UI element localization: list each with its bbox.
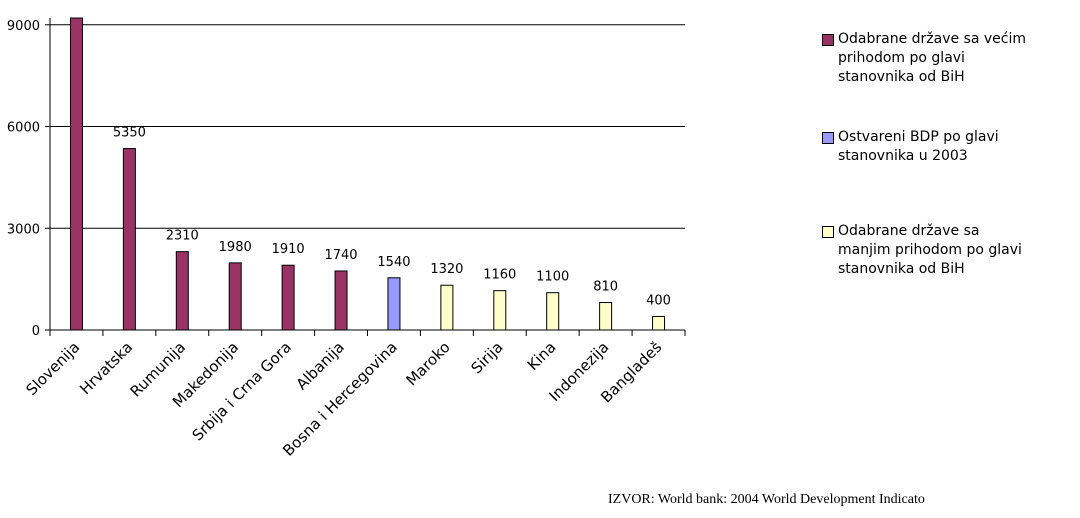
legend-item: Odabrane države sa većim prihodom po gla…: [822, 30, 1072, 87]
x-tick-label: Maroko: [402, 338, 453, 389]
bar: [175, 251, 189, 331]
bar: [228, 262, 242, 331]
bar: [599, 302, 613, 331]
y-tick-label: 0: [32, 324, 40, 339]
bar: [281, 264, 295, 331]
y-tick-label: 9000: [7, 19, 40, 34]
value-label: 400: [646, 293, 671, 308]
value-label: 1100: [536, 270, 569, 285]
x-tick-label: Kina: [524, 338, 560, 374]
y-tick-label: 3000: [7, 222, 40, 237]
x-tick-label: Albanija: [293, 338, 348, 393]
value-label: 1540: [377, 255, 410, 270]
bar: [546, 292, 560, 331]
bar: [122, 148, 136, 331]
bar: [387, 277, 401, 331]
x-tick-label: Sirija: [467, 338, 506, 377]
x-tick-label: Slovenija: [22, 338, 83, 399]
value-label: 1160: [483, 268, 516, 283]
value-label: 1980: [219, 240, 252, 255]
legend-label: Odabrane države sa većim prihodom po gla…: [838, 31, 1027, 85]
legend-swatch: [822, 132, 834, 144]
legend-label: Odabrane države sa manjim prihodom po gl…: [838, 223, 1022, 277]
source-note: IZVOR: World bank: 2004 World Developmen…: [608, 492, 925, 507]
legend-item: Ostvareni BDP po glavi stanovnika u 2003: [822, 128, 1072, 166]
legend-swatch: [822, 34, 834, 46]
bar: [440, 284, 454, 331]
bar: [652, 315, 666, 331]
legend-item: Odabrane države sa manjim prihodom po gl…: [822, 222, 1072, 279]
value-label: 2310: [166, 229, 199, 244]
bar: [69, 17, 83, 331]
bar: [493, 290, 507, 331]
legend-label: Ostvareni BDP po glavi stanovnika u 2003: [838, 129, 999, 164]
legend-swatch: [822, 226, 834, 238]
y-tick-label: 6000: [7, 121, 40, 136]
x-tick-label: Srbija i Crna Gora: [189, 338, 295, 444]
value-label: 810: [593, 280, 618, 295]
value-label: 1740: [324, 248, 357, 263]
value-label: 1910: [272, 242, 305, 257]
value-label: 1320: [430, 262, 463, 277]
bar: [334, 270, 348, 331]
value-label: 5350: [113, 126, 146, 141]
